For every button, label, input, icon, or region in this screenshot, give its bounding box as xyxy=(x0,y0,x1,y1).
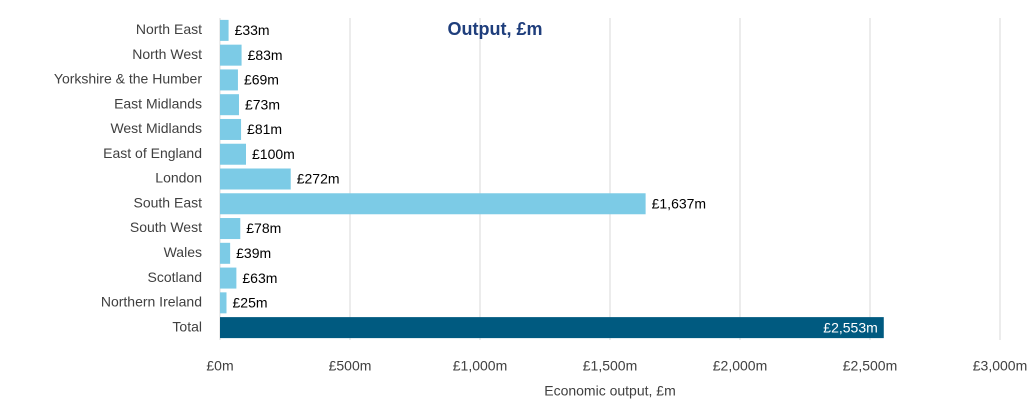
value-label: £69m xyxy=(244,72,279,88)
bar xyxy=(220,317,884,339)
y-tick-label: East Midlands xyxy=(114,95,202,111)
y-tick-label: South East xyxy=(134,194,203,210)
value-label: £100m xyxy=(252,146,295,162)
value-label: £83m xyxy=(248,47,283,63)
y-tick-label: Total xyxy=(172,318,202,334)
bar xyxy=(220,168,291,190)
y-tick-label: North West xyxy=(132,46,202,62)
bar xyxy=(220,69,238,91)
y-tick-label: Northern Ireland xyxy=(101,294,202,310)
y-tick-label: South West xyxy=(130,219,202,235)
bar xyxy=(220,242,231,264)
value-label: £1,637m xyxy=(652,195,706,211)
value-label: £73m xyxy=(245,96,280,112)
y-tick-label: Scotland xyxy=(148,269,202,285)
x-tick-label: £0m xyxy=(206,358,233,374)
x-tick-label: £3,000m xyxy=(973,358,1027,374)
value-label: £2,553m xyxy=(823,319,877,335)
bar xyxy=(220,267,237,289)
bar xyxy=(220,118,242,140)
bar xyxy=(220,19,229,41)
y-tick-label: London xyxy=(155,170,202,186)
chart-title: Output, £m xyxy=(448,19,543,39)
x-tick-label: £2,000m xyxy=(713,358,767,374)
y-tick-label: Wales xyxy=(164,244,202,260)
value-label: £39m xyxy=(236,245,271,261)
x-tick-label: £2,500m xyxy=(843,358,897,374)
y-tick-label: West Midlands xyxy=(110,120,202,136)
x-axis-title: Economic output, £m xyxy=(544,383,676,399)
value-label: £63m xyxy=(242,270,277,286)
bar xyxy=(220,193,646,215)
y-tick-label: Yorkshire & the Humber xyxy=(54,71,202,87)
y-tick-label: East of England xyxy=(103,145,202,161)
value-label: £25m xyxy=(233,295,268,311)
value-label: £272m xyxy=(297,171,340,187)
value-label: £81m xyxy=(247,121,282,137)
x-tick-label: £1,000m xyxy=(453,358,507,374)
y-tick-label: North East xyxy=(136,21,202,37)
x-tick-label: £500m xyxy=(329,358,372,374)
value-label: £78m xyxy=(246,220,281,236)
bar xyxy=(220,143,246,165)
bar xyxy=(220,218,241,240)
value-label: £33m xyxy=(235,22,270,38)
bar xyxy=(220,94,239,116)
bar xyxy=(220,292,227,314)
bar xyxy=(220,44,242,66)
x-tick-label: £1,500m xyxy=(583,358,637,374)
